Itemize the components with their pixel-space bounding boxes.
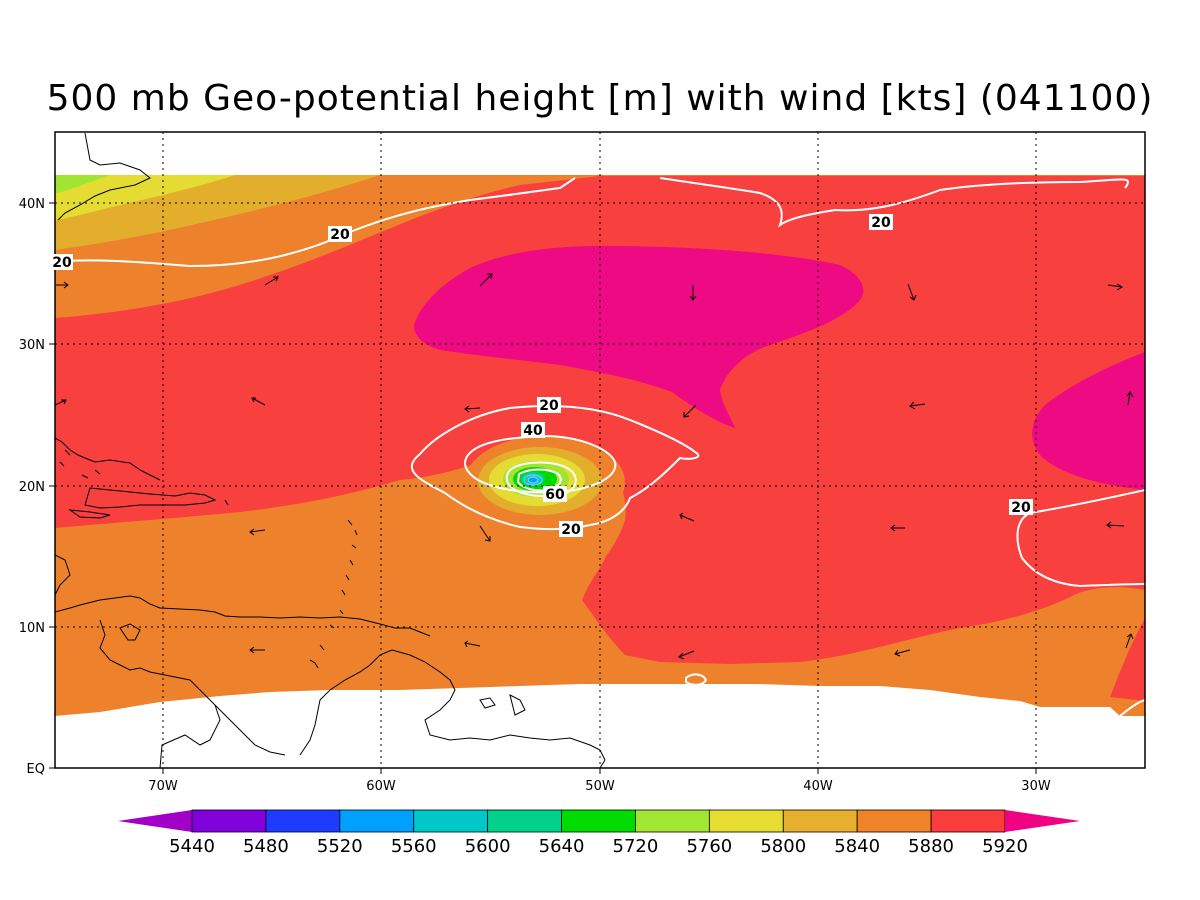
wind-contours-inner (523, 474, 543, 486)
colorbar-label: 5720 (613, 836, 659, 857)
contour-label: 20 (539, 398, 559, 414)
map-title: 500 mb Geo-potential height [m] with win… (46, 78, 1154, 119)
colorbar-left-arrow (118, 810, 192, 832)
colorbar-swatch (930, 809, 1006, 833)
contour-label: 20 (1011, 500, 1031, 516)
lon-label-50w: 50W (585, 779, 615, 794)
colorbar-swatch (856, 809, 932, 833)
lon-label-70w: 70W (148, 779, 178, 794)
lon-label-30w: 30W (1021, 779, 1051, 794)
shade-5760 (55, 175, 235, 220)
colorbar-swatch (265, 809, 341, 833)
contour-label: 60 (545, 487, 565, 503)
colorbar-label: 5760 (686, 836, 732, 857)
lat-label-30n: 30N (19, 338, 45, 353)
lat-label-10n: 10N (19, 621, 45, 636)
lat-label-20n: 20N (19, 480, 45, 495)
colorbar-label: 5840 (834, 836, 880, 857)
lat-label-eq: EQ (27, 762, 45, 777)
lon-label-40w: 40W (803, 779, 833, 794)
colorbar-swatch (782, 809, 858, 833)
colorbar-swatch (339, 809, 415, 833)
colorbar-swatch (413, 809, 489, 833)
colorbar-label: 5880 (908, 836, 954, 857)
colorbar-swatch (191, 809, 267, 833)
coastlines (55, 132, 606, 768)
lat-label-40n: 40N (19, 197, 45, 212)
colorbar-right-arrow (1005, 810, 1080, 832)
contour-label: 20 (561, 522, 581, 538)
colorbar-label: 5520 (317, 836, 363, 857)
shade-5720 (55, 175, 110, 194)
colorbar-label: 5920 (982, 836, 1028, 857)
colorbar-swatch (487, 809, 562, 833)
lon-label-60w: 60W (366, 779, 396, 794)
shade-5880-se (1110, 618, 1145, 701)
wind-vectors (55, 273, 1134, 660)
colorbar-label: 5800 (760, 836, 806, 857)
gridlines (55, 132, 1145, 768)
contour-labels: 20 20 20 20 40 60 20 20 (51, 214, 1033, 538)
colorbar-label: 5560 (391, 836, 437, 857)
colorbar-label: 5640 (539, 836, 585, 857)
tick-marks (49, 202, 1037, 774)
colorbar-swatch (561, 809, 636, 833)
colorbar: 5440 5480 5520 5560 5600 5640 5720 5760 5800 5840… (118, 809, 1080, 857)
colorbar-label: 5440 (169, 836, 215, 857)
shade-5920-high (414, 245, 864, 428)
contour-label: 20 (871, 215, 891, 231)
colorbar-swatch (708, 809, 784, 833)
colorbar-swatch (635, 809, 710, 833)
colorbar-label: 5480 (243, 836, 289, 857)
contour-label: 20 (52, 255, 72, 271)
colorbar-label: 5600 (465, 836, 511, 857)
contour-label: 40 (523, 423, 543, 439)
shade-5920-east (1032, 352, 1145, 490)
contour-label: 20 (330, 227, 350, 243)
